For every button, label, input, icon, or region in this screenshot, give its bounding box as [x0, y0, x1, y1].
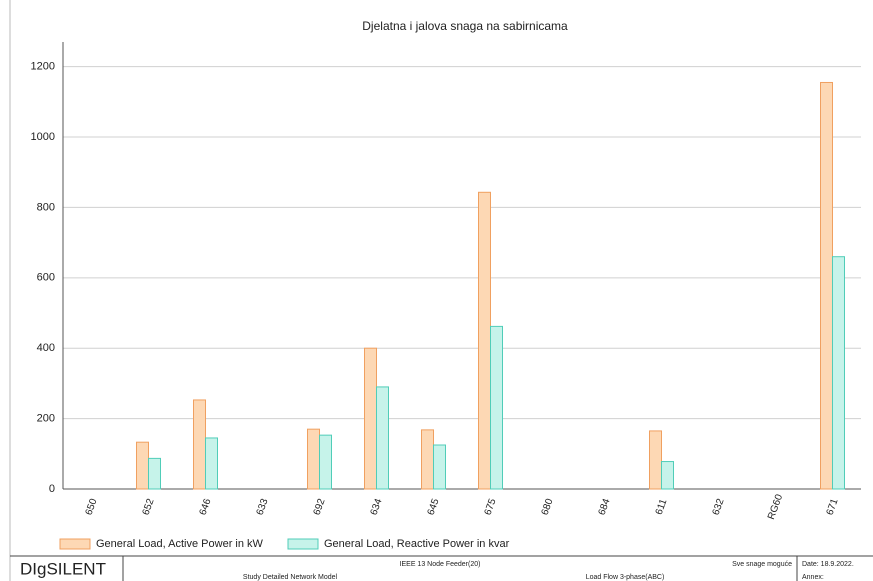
x-tick-label: 650	[84, 497, 100, 517]
x-tick-label: 632	[711, 497, 727, 517]
footer-date: Date: 18.9.2022.	[802, 561, 854, 568]
legend-swatch	[287, 538, 319, 550]
y-tick-label: 400	[37, 342, 55, 354]
bar	[319, 434, 332, 490]
bar	[820, 81, 833, 490]
bar	[307, 428, 320, 490]
bar	[649, 430, 662, 490]
x-tick-label: 680	[540, 497, 556, 517]
legend-label: General Load, Active Power in kW	[96, 538, 264, 550]
bar	[205, 437, 218, 490]
footer-calculation: Load Flow 3-phase(ABC)	[586, 574, 665, 581]
x-tick-label: 645	[426, 497, 442, 517]
legend-swatch	[59, 538, 91, 550]
x-tick-label: 652	[141, 497, 157, 517]
bar	[421, 429, 434, 490]
bar	[661, 461, 674, 490]
x-tick-label: 684	[597, 497, 613, 517]
y-tick-label: 600	[37, 272, 55, 284]
footer-annex: Annex:	[802, 574, 824, 581]
x-tick-label: 671	[825, 497, 841, 517]
footer-study: Study Detailed Network Model	[243, 574, 338, 581]
footer-project: IEEE 13 Node Feeder(20)	[400, 561, 481, 568]
bar	[433, 444, 446, 490]
bar	[490, 325, 503, 490]
x-tick-label: 634	[369, 497, 385, 517]
bar	[136, 441, 149, 490]
bar	[376, 386, 389, 490]
x-tick-label: 611	[654, 497, 670, 516]
x-tick-label: 646	[198, 497, 214, 517]
bar	[193, 399, 206, 490]
x-tick-label: 692	[312, 497, 328, 517]
x-tick-label: RG60	[766, 492, 785, 521]
legend-label: General Load, Reactive Power in kvar	[324, 538, 510, 550]
footer-note: Sve snage moguće	[732, 561, 792, 568]
x-tick-label: 633	[255, 497, 271, 517]
chart-title: Djelatna i jalova snaga na sabirnicama	[362, 19, 568, 33]
x-tick-label: 675	[483, 497, 499, 517]
y-tick-label: 200	[37, 413, 55, 425]
footer-brand: DIgSILENT	[20, 559, 106, 578]
bar	[148, 457, 161, 490]
y-tick-label: 0	[49, 483, 55, 495]
bar	[478, 191, 491, 490]
y-tick-label: 800	[37, 201, 55, 213]
bar	[364, 347, 377, 490]
bar	[832, 256, 845, 490]
y-tick-label: 1200	[31, 61, 55, 73]
y-tick-label: 1000	[31, 131, 55, 143]
